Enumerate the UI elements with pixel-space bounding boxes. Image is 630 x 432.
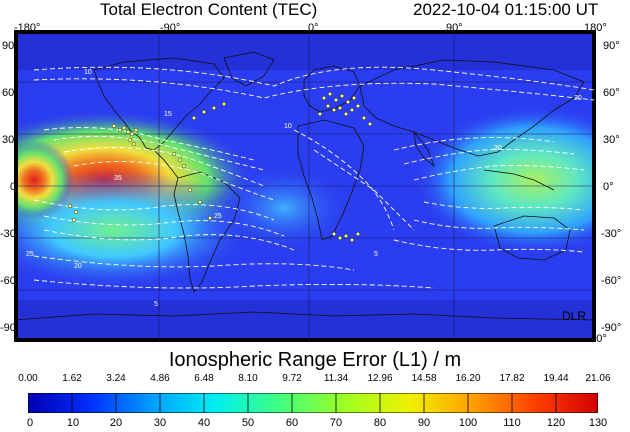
map-title: Total Electron Content (TEC) [100, 0, 318, 19]
contour-labels: 10 15 10 20 20 25 35 30 5 5 25 [26, 69, 582, 308]
cb-top-label: 19.44 [543, 373, 569, 384]
contour-label-10a: 10 [84, 69, 92, 76]
graticule [14, 30, 596, 342]
tec-map-svg: 10 15 10 20 20 25 35 30 5 5 25 DLR [0, 30, 630, 342]
credit-label: DLR [562, 309, 586, 323]
cb-bottom-label: 90 [417, 417, 431, 429]
cb-bottom-label: 30 [153, 417, 167, 429]
contour-label-25: 25 [214, 213, 222, 220]
cb-top-label: 8.10 [238, 373, 258, 384]
cb-bottom-label: 0 [26, 417, 34, 429]
coastlines [13, 51, 597, 321]
cb-bottom-label: 10 [66, 417, 80, 429]
map-datetime: 2022-10-04 01:15:00 UT [413, 0, 599, 19]
cb-bottom-label: 130 [588, 417, 608, 429]
cb-bottom-label: 80 [373, 417, 387, 429]
cb-bottom-label: 60 [285, 417, 299, 429]
lat-tick-right-30n: 30° [603, 134, 620, 146]
cb-bottom-label: 70 [329, 417, 343, 429]
cb-top-label: 16.20 [455, 373, 481, 384]
cb-top-label: 17.82 [499, 373, 525, 384]
cb-top-label: 1.62 [62, 373, 82, 384]
cb-bottom-label: 100 [458, 417, 478, 429]
cb-top-label: 4.86 [150, 373, 170, 384]
cb-top-label: 0.00 [18, 373, 38, 384]
cb-top-label: 11.34 [323, 373, 349, 384]
tec-map: 10 15 10 20 20 25 35 30 5 5 25 DLR [0, 30, 630, 342]
cb-bottom-label: 40 [197, 417, 211, 429]
lat-tick-right-90s: -90° [601, 322, 622, 334]
cb-bottom-label: 120 [546, 417, 566, 429]
tec-contours [33, 66, 595, 289]
contour-label-5b: 5 [374, 251, 378, 258]
contour-label-5: 5 [154, 301, 158, 308]
contour-label-15: 15 [164, 111, 172, 118]
lat-tick-right-30s: -30° [601, 228, 622, 240]
contour-label-10b: 10 [284, 123, 292, 130]
station-markers [68, 92, 373, 242]
cb-bottom-label: 20 [109, 417, 123, 429]
lat-tick-right-60n: 60° [603, 87, 620, 99]
cb-top-label: 6.48 [194, 373, 214, 384]
contour-label-20: 20 [574, 95, 582, 102]
contour-label-30: 30 [494, 145, 502, 152]
lat-tick-right-60s: -60° [601, 275, 622, 287]
lon-tick-top-0: 0° [308, 22, 319, 34]
cb-bottom-label: 110 [503, 417, 521, 429]
cb-top-label: 3.24 [106, 373, 126, 384]
cb-top-label: 14.58 [411, 373, 437, 384]
cb-top-label: 9.72 [282, 373, 302, 384]
colorbar [27, 392, 599, 414]
colorbar-title: Ionospheric Range Error (L1) / m [168, 349, 462, 371]
contour-label-25b: 25 [26, 251, 34, 258]
lat-tick-right-0: 0° [603, 181, 614, 193]
contour-label-35: 35 [114, 175, 122, 182]
cb-top-label: 21.06 [585, 373, 611, 384]
tec-max-asia [414, 105, 630, 255]
cb-bottom-label: 50 [241, 417, 255, 429]
contour-label-20b: 20 [74, 263, 82, 270]
lat-tick-right-90n: 90° [603, 40, 620, 52]
cb-top-label: 12.96 [367, 373, 393, 384]
